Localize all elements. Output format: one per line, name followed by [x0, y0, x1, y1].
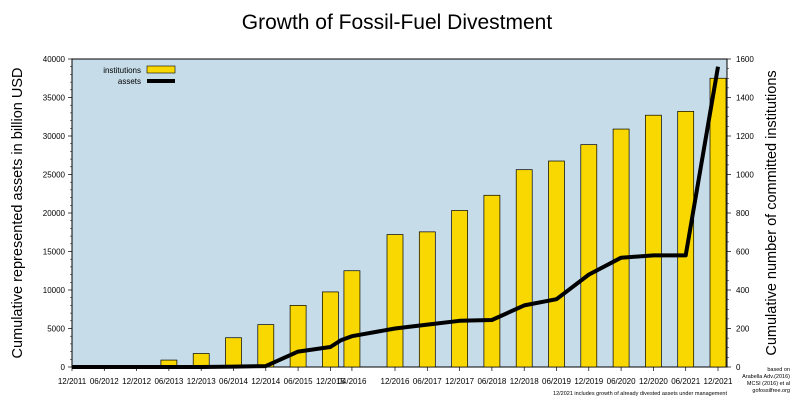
- institutions-bar: [580, 144, 598, 368]
- x-tick-label: 12/2016: [381, 377, 410, 386]
- left-tick-label: 0: [61, 363, 66, 372]
- x-tick-label: 06/2014: [219, 377, 248, 386]
- right-tick-label: 0: [736, 363, 741, 372]
- x-tick-label: 04/2016: [337, 377, 366, 386]
- institutions-bar: [257, 324, 275, 368]
- chart-title: Growth of Fossil-Fuel Divestment: [242, 11, 553, 34]
- x-tick-label: 06/2012: [90, 377, 119, 386]
- x-tick-label: 12/2019: [574, 377, 603, 386]
- left-tick-label: 20000: [43, 209, 66, 218]
- institutions-bar: [289, 305, 307, 368]
- left-tick-label: 40000: [43, 55, 66, 64]
- institutions-bar: [548, 160, 565, 368]
- x-tick-label: 06/2021: [671, 377, 700, 386]
- x-tick-label: 06/2017: [413, 377, 442, 386]
- left-tick-label: 10000: [43, 286, 66, 295]
- institutions-bar: [343, 270, 361, 368]
- x-tick-label: 12/2018: [510, 377, 539, 386]
- institutions-bar: [322, 291, 339, 368]
- left-tick-label: 30000: [43, 132, 66, 141]
- x-tick-label: 06/2013: [154, 377, 183, 386]
- institutions-bar: [612, 128, 630, 368]
- institutions-bar: [451, 210, 468, 368]
- x-tick-label: 06/2018: [477, 377, 506, 386]
- x-tick-label: 06/2020: [607, 377, 636, 386]
- institutions-bar: [225, 337, 242, 368]
- source-notes: based on Arabella Adv.(2016) MCSI (2016)…: [553, 367, 790, 397]
- right-tick-label: 1600: [736, 55, 754, 64]
- note-arabella: Arabella Adv.(2016): [742, 374, 790, 380]
- right-tick-label: 600: [736, 248, 750, 257]
- right-tick-label: 1400: [736, 94, 754, 103]
- left-axis-ticks: 0 5000 10000 15000 20000 25000 30000 35000 40000: [43, 55, 72, 372]
- institutions-bar: [515, 169, 533, 368]
- note-gofossilfree: gofossilfree.org: [752, 388, 790, 394]
- x-tick-label: 12/2013: [187, 377, 216, 386]
- left-tick-label: 5000: [47, 325, 65, 334]
- x-tick-label: 06/2015: [284, 377, 313, 386]
- x-axis-ticks: 12/2011 06/2012 12/2012 06/2013 12/2013 06/20…: [58, 367, 733, 386]
- right-tick-label: 400: [736, 286, 750, 295]
- x-tick-label: 12/2014: [251, 377, 280, 386]
- left-axis-title: Cumulative represented assets in billion…: [10, 68, 26, 359]
- institutions-bars: [160, 77, 727, 368]
- right-tick-label: 800: [736, 209, 750, 218]
- note-based-on: based on: [767, 367, 790, 373]
- x-tick-label: 12/2020: [639, 377, 668, 386]
- x-tick-label: 12/2015: [316, 377, 345, 386]
- x-tick-label: 12/2021: [704, 377, 733, 386]
- legend-swatch-institutions: [146, 65, 176, 74]
- institutions-bar: [483, 194, 501, 368]
- right-axis-title: Cumulative number of committed instituti…: [764, 70, 780, 355]
- left-tick-label: 25000: [43, 171, 66, 180]
- institutions-bar: [677, 111, 695, 368]
- x-tick-label: 12/2017: [445, 377, 474, 386]
- institutions-bar: [418, 231, 436, 368]
- right-tick-label: 200: [736, 325, 750, 334]
- left-tick-label: 35000: [43, 94, 66, 103]
- legend-label-assets: assets: [118, 77, 141, 86]
- right-tick-label: 1000: [736, 171, 754, 180]
- institutions-bar: [645, 114, 662, 368]
- legend-label-institutions: institutions: [103, 66, 141, 75]
- institutions-bar: [709, 77, 727, 368]
- assets-line: [72, 66, 720, 369]
- left-tick-label: 15000: [43, 248, 66, 257]
- right-tick-label: 1200: [736, 132, 754, 141]
- x-tick-label: 12/2012: [122, 377, 151, 386]
- legend: institutions assets: [103, 65, 176, 86]
- right-axis-ticks: 0 200 400 600 800 1000 1200 1400 1600: [727, 55, 754, 372]
- institutions-bar: [386, 234, 404, 368]
- note-mcsi: MCSI (2016) et al: [747, 381, 790, 387]
- x-tick-label: 06/2019: [542, 377, 571, 386]
- x-tick-label: 12/2011: [58, 377, 87, 386]
- assets-line-group: [71, 66, 720, 369]
- note-growth: 12/2021 includes growth of already dives…: [553, 391, 727, 397]
